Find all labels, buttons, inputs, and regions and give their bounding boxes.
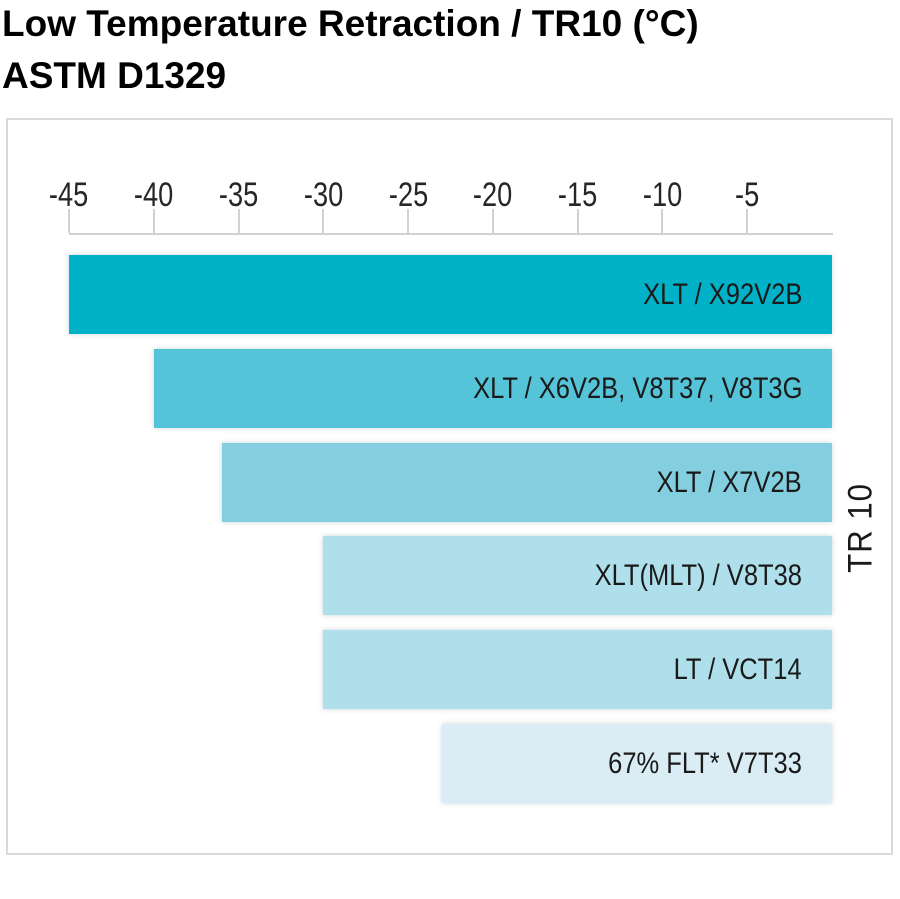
- x-axis-tick-label: -10: [642, 176, 683, 214]
- x-axis-tick-label: -25: [388, 176, 428, 214]
- bar: LT / VCT14: [323, 630, 832, 710]
- x-axis-tick-mark: [491, 209, 494, 233]
- x-axis-tick-label: -5: [735, 176, 760, 214]
- chart-title-block: Low Temperature Retraction / TR10 (°C) A…: [2, 0, 699, 102]
- x-axis-tick-label: -40: [134, 176, 174, 214]
- bar-label: 67% FLT* V7T33: [608, 747, 802, 780]
- bar: XLT / X92V2B: [69, 255, 832, 334]
- bar: 67% FLT* V7T33: [442, 724, 832, 803]
- x-axis-tick-mark: [407, 209, 410, 233]
- x-axis-tick-mark: [661, 209, 664, 233]
- bar-label: XLT / X92V2B: [642, 278, 802, 311]
- x-axis-tick-mark: [237, 209, 240, 233]
- x-axis-tick-mark: [576, 209, 579, 233]
- chart-subtitle: ASTM D1329: [2, 55, 227, 96]
- bar: XLT / X6V2B, V8T37, V8T3G: [153, 348, 832, 428]
- x-axis-tick-mark: [746, 209, 749, 233]
- tr10-axis-label: TR 10: [841, 483, 880, 573]
- x-axis-tick-mark: [322, 209, 325, 233]
- x-axis-tick-label: -45: [49, 176, 89, 214]
- bar-label: XLT(MLT) / V8T38: [594, 559, 802, 593]
- chart-panel: -45 -40 -35 -30 -25 -20 -15 -10 -5 XLT / X92V2B X…: [6, 118, 893, 855]
- x-axis-tick-mark: [68, 209, 70, 233]
- x-axis-tick-label: -20: [473, 176, 513, 214]
- x-axis-tick-mark: [152, 209, 155, 233]
- chart-title: Low Temperature Retraction / TR10 (°C): [2, 3, 699, 44]
- x-axis-tick-label: -35: [218, 176, 259, 214]
- bar: XLT(MLT) / V8T38: [323, 536, 832, 616]
- x-axis-tick-label: -15: [557, 176, 598, 214]
- bar: XLT / X7V2B: [221, 442, 832, 522]
- bar-label: XLT / X7V2B: [656, 465, 802, 499]
- x-axis-tick-label: -30: [303, 176, 343, 214]
- bar-label: LT / VCT14: [673, 653, 802, 687]
- x-axis-line: [69, 233, 833, 235]
- bar-label: XLT / X6V2B, V8T37, V8T3G: [472, 371, 802, 405]
